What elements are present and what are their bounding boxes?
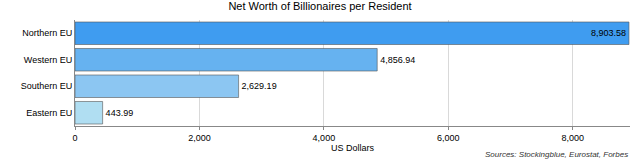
svg-text:0: 0 — [72, 133, 77, 143]
svg-text:6,000: 6,000 — [437, 133, 460, 143]
svg-text:2,000: 2,000 — [188, 133, 211, 143]
svg-text:8,903.58: 8,903.58 — [591, 28, 626, 38]
svg-text:Sources: Stockingblue, Eurosta: Sources: Stockingblue, Eurostat, Forbes — [485, 150, 628, 159]
svg-text:Western EU: Western EU — [24, 55, 72, 65]
svg-text:2,629.19: 2,629.19 — [242, 81, 277, 91]
svg-text:443.99: 443.99 — [106, 108, 134, 118]
svg-text:Eastern EU: Eastern EU — [26, 108, 72, 118]
svg-text:Net Worth of Billionaires per: Net Worth of Billionaires per Resident — [228, 0, 411, 12]
svg-text:US Dollars: US Dollars — [331, 143, 375, 153]
svg-text:4,000: 4,000 — [313, 133, 336, 143]
svg-text:8,000: 8,000 — [561, 133, 584, 143]
svg-text:Southern EU: Southern EU — [21, 81, 73, 91]
svg-text:4,856.94: 4,856.94 — [380, 55, 415, 65]
svg-text:Northern EU: Northern EU — [22, 28, 72, 38]
